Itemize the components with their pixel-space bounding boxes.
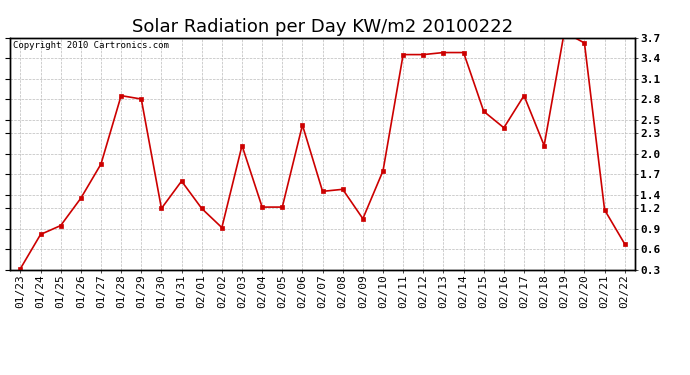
- Title: Solar Radiation per Day KW/m2 20100222: Solar Radiation per Day KW/m2 20100222: [132, 18, 513, 36]
- Text: Copyright 2010 Cartronics.com: Copyright 2010 Cartronics.com: [14, 41, 169, 50]
